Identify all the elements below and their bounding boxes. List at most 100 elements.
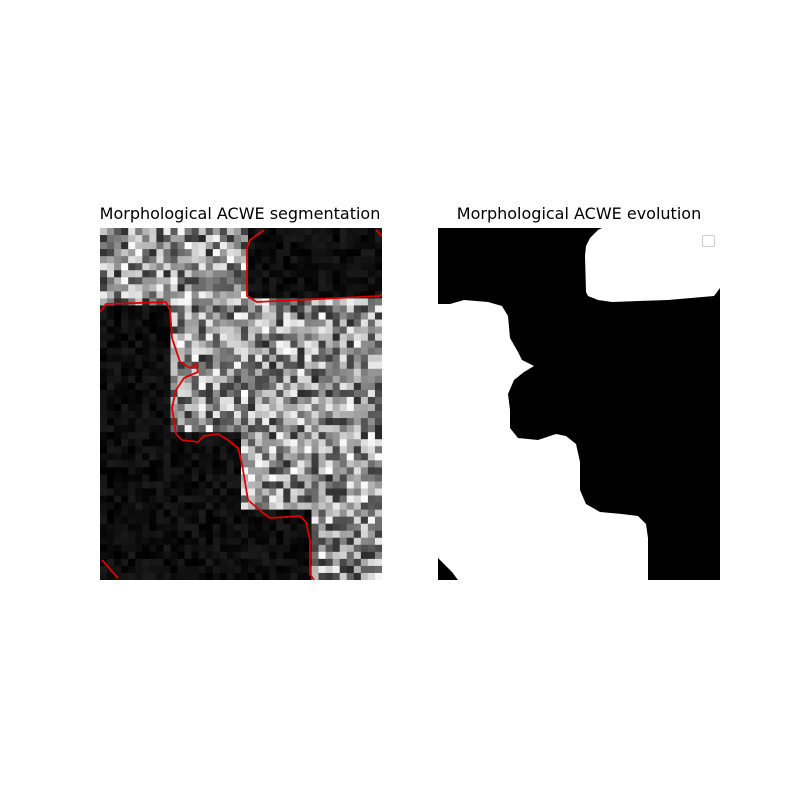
- image-pixel: [290, 530, 298, 539]
- image-pixel: [255, 537, 263, 546]
- image-pixel: [177, 249, 185, 257]
- image-pixel: [332, 467, 341, 475]
- image-pixel: [205, 572, 214, 580]
- image-pixel: [353, 312, 362, 320]
- image-pixel: [325, 565, 334, 574]
- image-pixel: [339, 418, 348, 426]
- image-pixel: [269, 558, 277, 567]
- image-pixel: [205, 467, 214, 475]
- image-pixel: [128, 284, 136, 292]
- image-pixel: [100, 488, 108, 496]
- image-pixel: [205, 495, 214, 503]
- image-pixel: [311, 474, 319, 482]
- image-pixel: [325, 453, 334, 461]
- image-pixel: [332, 425, 341, 433]
- image-pixel: [311, 249, 319, 257]
- image-pixel: [262, 460, 270, 468]
- image-pixel: [212, 404, 221, 412]
- image-pixel: [163, 572, 171, 580]
- image-pixel: [226, 263, 235, 271]
- image-pixel: [325, 467, 334, 475]
- image-pixel: [353, 396, 362, 405]
- image-pixel: [100, 361, 108, 370]
- image-pixel: [318, 453, 326, 461]
- image-pixel: [205, 474, 214, 482]
- image-pixel: [339, 312, 348, 320]
- image-pixel: [170, 523, 178, 532]
- image-pixel: [233, 368, 242, 377]
- image-pixel: [241, 537, 249, 546]
- image-pixel: [241, 291, 249, 299]
- image-pixel: [360, 467, 369, 475]
- image-pixel: [276, 516, 284, 525]
- image-pixel: [311, 509, 319, 518]
- image-pixel: [177, 340, 185, 349]
- image-pixel: [135, 228, 143, 236]
- image-pixel: [149, 368, 157, 377]
- image-pixel: [100, 404, 108, 412]
- image-pixel: [311, 453, 319, 461]
- image-pixel: [346, 516, 355, 525]
- image-pixel: [142, 347, 150, 356]
- image-pixel: [205, 446, 214, 454]
- image-pixel: [142, 404, 150, 412]
- image-pixel: [149, 446, 157, 454]
- image-pixel: [269, 572, 277, 580]
- image-pixel: [156, 382, 164, 391]
- image-pixel: [121, 333, 129, 342]
- image-pixel: [191, 488, 200, 496]
- image-pixel: [374, 354, 382, 363]
- image-pixel: [318, 523, 326, 532]
- image-pixel: [346, 319, 355, 327]
- image-pixel: [346, 249, 355, 257]
- image-pixel: [339, 396, 348, 405]
- image-pixel: [311, 305, 319, 313]
- image-pixel: [170, 411, 178, 419]
- image-pixel: [184, 439, 193, 447]
- image-pixel: [226, 319, 235, 327]
- image-pixel: [374, 368, 382, 377]
- image-pixel: [332, 411, 341, 419]
- image-pixel: [198, 305, 207, 313]
- image-pixel: [128, 305, 136, 313]
- image-pixel: [177, 425, 185, 433]
- image-pixel: [325, 404, 334, 412]
- image-pixel: [339, 354, 348, 363]
- image-pixel: [156, 263, 164, 271]
- image-pixel: [318, 305, 326, 313]
- image-pixel: [304, 474, 312, 482]
- image-pixel: [290, 516, 298, 525]
- image-pixel: [318, 467, 326, 475]
- image-pixel: [346, 396, 355, 405]
- image-pixel: [184, 298, 193, 306]
- image-pixel: [325, 333, 334, 342]
- image-pixel: [226, 488, 235, 496]
- image-pixel: [283, 425, 291, 433]
- image-pixel: [100, 375, 108, 384]
- image-pixel: [276, 551, 284, 560]
- image-pixel: [156, 291, 164, 299]
- image-pixel: [212, 333, 221, 342]
- image-pixel: [191, 495, 200, 503]
- image-pixel: [205, 256, 214, 264]
- image-pixel: [128, 544, 136, 553]
- image-pixel: [219, 488, 228, 496]
- image-pixel: [332, 488, 341, 496]
- image-pixel: [198, 544, 207, 553]
- image-pixel: [107, 537, 115, 546]
- image-pixel: [226, 312, 235, 320]
- image-pixel: [297, 495, 305, 503]
- image-pixel: [128, 368, 136, 377]
- image-pixel: [262, 333, 270, 342]
- image-pixel: [205, 565, 214, 574]
- image-pixel: [297, 474, 305, 482]
- image-pixel: [283, 228, 291, 236]
- image-pixel: [276, 509, 284, 518]
- mask-foreground: [438, 228, 720, 580]
- image-pixel: [233, 411, 242, 419]
- image-pixel: [276, 558, 284, 567]
- image-pixel: [269, 312, 277, 320]
- image-pixel: [198, 572, 207, 580]
- image-pixel: [205, 537, 214, 546]
- image-pixel: [219, 551, 228, 560]
